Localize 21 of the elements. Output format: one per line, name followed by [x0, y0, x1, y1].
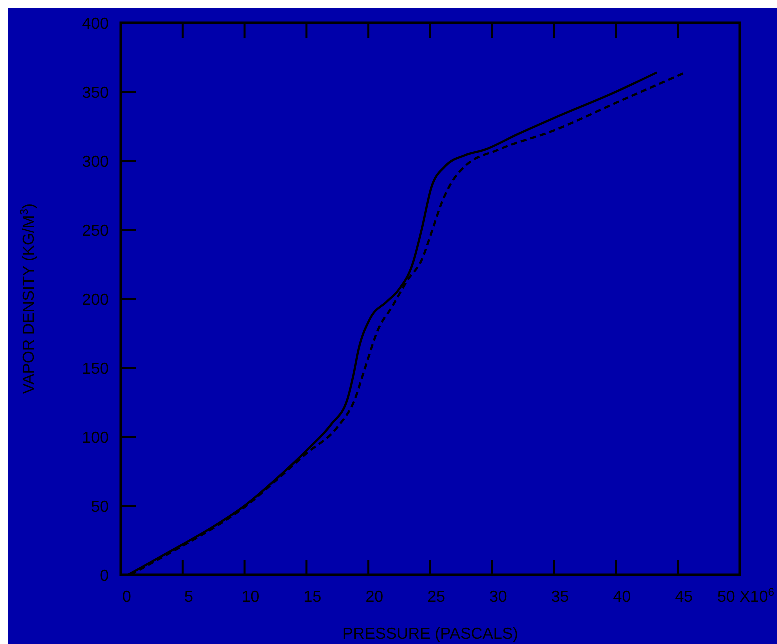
- x-tick-label: 35: [551, 589, 570, 606]
- x-axis-title: PRESSURE (PASCALS): [342, 626, 518, 643]
- y-tick-label: 300: [82, 154, 110, 171]
- y-tick-label: 100: [82, 430, 110, 447]
- x-tick-label: 10: [242, 589, 260, 606]
- x-tick-label: 30: [490, 589, 508, 606]
- x-tick-label: 5: [184, 589, 194, 606]
- x-tick-label: 50 X10$^{6}$: [718, 587, 774, 606]
- x-tick-label: 25: [428, 589, 446, 606]
- y-tick-label: 150: [82, 361, 110, 378]
- y-tick-label: 50: [91, 499, 110, 516]
- y-tick-label: 250: [82, 223, 110, 240]
- x-tick-label: 45: [675, 589, 694, 606]
- x-tick-label: 15: [304, 589, 322, 606]
- y-tick-label: 350: [82, 85, 110, 102]
- x-tick-label: 0: [122, 589, 132, 606]
- y-tick-label: 400: [82, 16, 110, 33]
- y-tick-label: 200: [82, 292, 110, 309]
- x-tick-label: 40: [613, 589, 632, 606]
- y-tick-label: 0: [100, 568, 110, 585]
- x-tick-label: 20: [366, 589, 384, 606]
